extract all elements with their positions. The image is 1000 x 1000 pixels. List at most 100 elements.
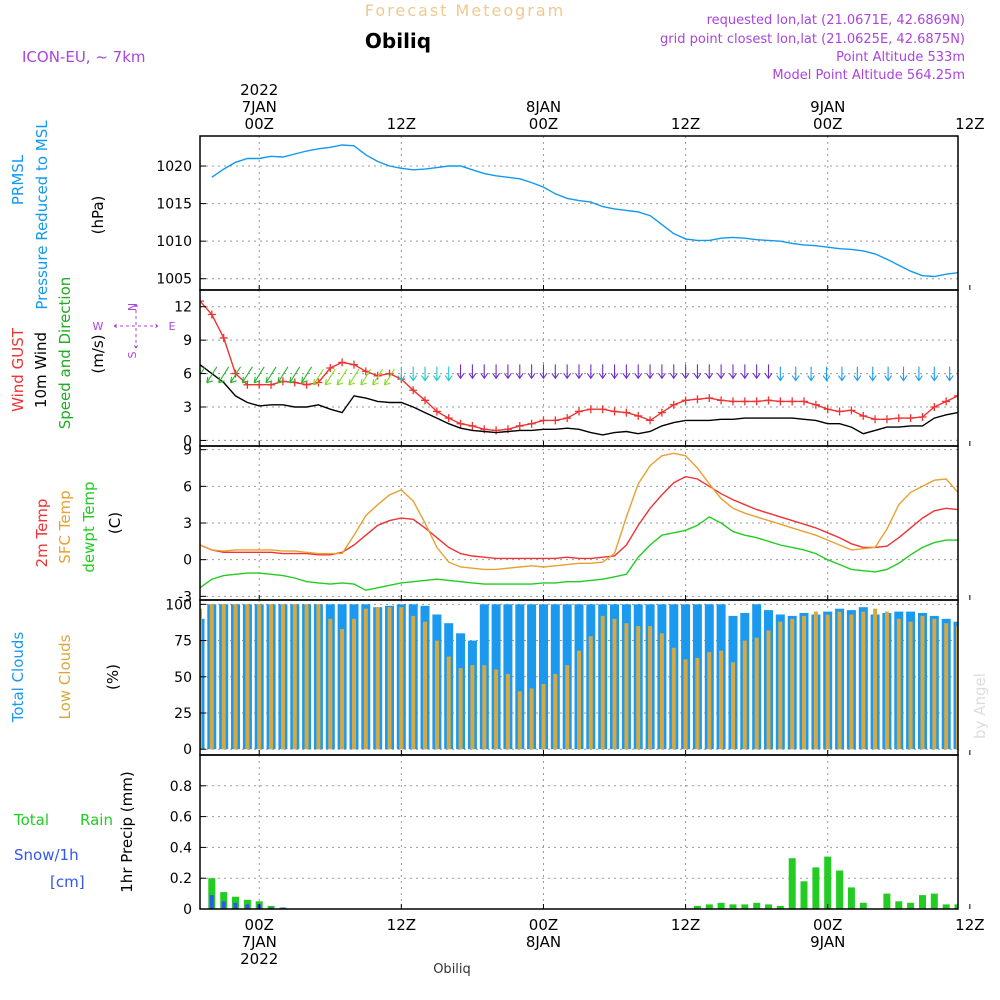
gust-marker — [432, 407, 441, 416]
gust-marker — [575, 407, 583, 416]
wind-arrow — [693, 364, 702, 380]
bar-total-clouds — [515, 604, 525, 750]
gust-marker — [990, 355, 998, 363]
bar-low-clouds — [659, 633, 664, 750]
wind-arrow — [610, 364, 619, 380]
wind-arrow — [229, 366, 241, 384]
axis-label-cm: [cm] — [50, 873, 85, 891]
bar-low-clouds — [849, 614, 854, 750]
wind-arrow — [622, 364, 631, 380]
bar-total-rain — [741, 904, 749, 909]
bar-total-rain — [978, 878, 985, 909]
axis-label-precip: 1hr Precip (mm) — [118, 771, 136, 892]
bar-total-rain — [765, 904, 772, 909]
bar-low-clouds — [423, 621, 427, 750]
compass-rose-icon: N W E S — [93, 303, 176, 359]
bar-total-rain — [942, 904, 950, 909]
bar-low-clouds — [292, 604, 297, 750]
bar-low-clouds — [363, 608, 368, 750]
gust-marker — [693, 395, 702, 404]
y-tick-label: 0.4 — [170, 840, 192, 856]
wind-arrow — [480, 364, 489, 380]
bar-total-rain — [895, 901, 903, 909]
gust-marker — [871, 415, 880, 424]
y-tick-label: 1010 — [156, 234, 192, 250]
compass-arrows — [113, 303, 159, 349]
bar-low-clouds — [399, 607, 404, 750]
bar-total-rain — [824, 856, 832, 909]
gust-marker — [823, 405, 832, 414]
gust-marker — [468, 421, 477, 430]
bar-low-clouds — [920, 615, 925, 750]
gust-marker — [966, 385, 974, 393]
y-tick-label: 6 — [183, 479, 192, 495]
axis-label-hpa: (hPa) — [89, 196, 107, 235]
gust-marker — [728, 397, 737, 406]
wind-arrow — [992, 367, 999, 381]
bar-snow-1h — [209, 895, 214, 909]
wind-arrow — [551, 364, 560, 380]
bar-total-rain — [788, 858, 796, 909]
axis-label-total-clouds: Total Clouds — [9, 632, 27, 724]
bar-total-rain — [812, 867, 820, 909]
bar-low-clouds — [932, 618, 937, 750]
bar-low-clouds — [529, 688, 534, 750]
bar-total-rain — [753, 902, 761, 909]
gust-marker — [942, 397, 951, 406]
y-tick-label: 0 — [183, 553, 192, 569]
gust-marker — [847, 406, 856, 415]
bar-low-clouds — [742, 640, 747, 750]
panel-pressure: 1005 1010 1015 1020 PRMSL Pressure Reduced to… — [9, 120, 971, 310]
bottom-time-label: 7JAN — [242, 933, 277, 951]
wind-arrow — [409, 366, 418, 382]
gust-marker — [267, 380, 276, 389]
gust-marker — [314, 378, 323, 387]
gust-marker — [610, 407, 619, 416]
bar-low-clouds — [908, 621, 913, 750]
top-time-label: 00Z — [813, 115, 842, 133]
wind-arrow — [899, 366, 908, 382]
wind-arrow — [348, 368, 360, 386]
bar-low-clouds — [316, 604, 321, 750]
axis-label-snow: Snow/1h — [14, 846, 79, 864]
axis-label-wind-gust: Wind GUST — [9, 327, 27, 412]
bar-low-clouds — [719, 650, 724, 750]
bar-low-clouds — [470, 665, 475, 750]
bar-low-clouds — [434, 640, 439, 750]
bar-total-clouds — [200, 618, 205, 750]
gust-marker — [740, 397, 749, 406]
axis-label-ms: (m/s) — [89, 334, 107, 373]
top-time-label: 00Z — [245, 115, 274, 133]
wind-arrow — [563, 364, 572, 380]
bar-total-rain — [267, 905, 275, 909]
wind-arrow — [527, 364, 536, 380]
bottom-time-label: 12Z — [955, 916, 984, 934]
bar-total-rain — [859, 902, 867, 909]
bar-low-clouds — [304, 604, 309, 750]
bar-low-clouds — [494, 669, 499, 750]
bar-total-rain — [907, 902, 915, 909]
gust-marker — [788, 397, 797, 406]
bar-low-clouds — [802, 615, 806, 750]
y-tick-label: 1015 — [156, 197, 192, 213]
bar-low-clouds — [541, 684, 546, 750]
bar-total-rain — [836, 870, 844, 909]
bar-low-clouds — [517, 691, 522, 750]
bar-low-clouds — [245, 604, 250, 750]
y-tick-label: 0 — [183, 433, 192, 449]
bottom-time-label: 00Z — [529, 916, 558, 934]
wind-arrow — [669, 364, 678, 380]
wind-arrow — [277, 366, 289, 384]
bar-low-clouds — [352, 618, 356, 750]
compass-w: W — [93, 320, 104, 333]
y-tick-label: 0 — [183, 742, 192, 758]
wind-arrow — [586, 364, 595, 380]
gust-marker — [598, 405, 607, 414]
axis-label-dewpt-temp: dewpt Temp — [80, 481, 98, 572]
y-tick-label: 50 — [174, 670, 192, 686]
axis-label-total: Total — [13, 811, 49, 829]
wind-arrow — [868, 366, 877, 382]
bar-low-clouds — [683, 659, 688, 750]
gust-marker — [646, 416, 655, 425]
